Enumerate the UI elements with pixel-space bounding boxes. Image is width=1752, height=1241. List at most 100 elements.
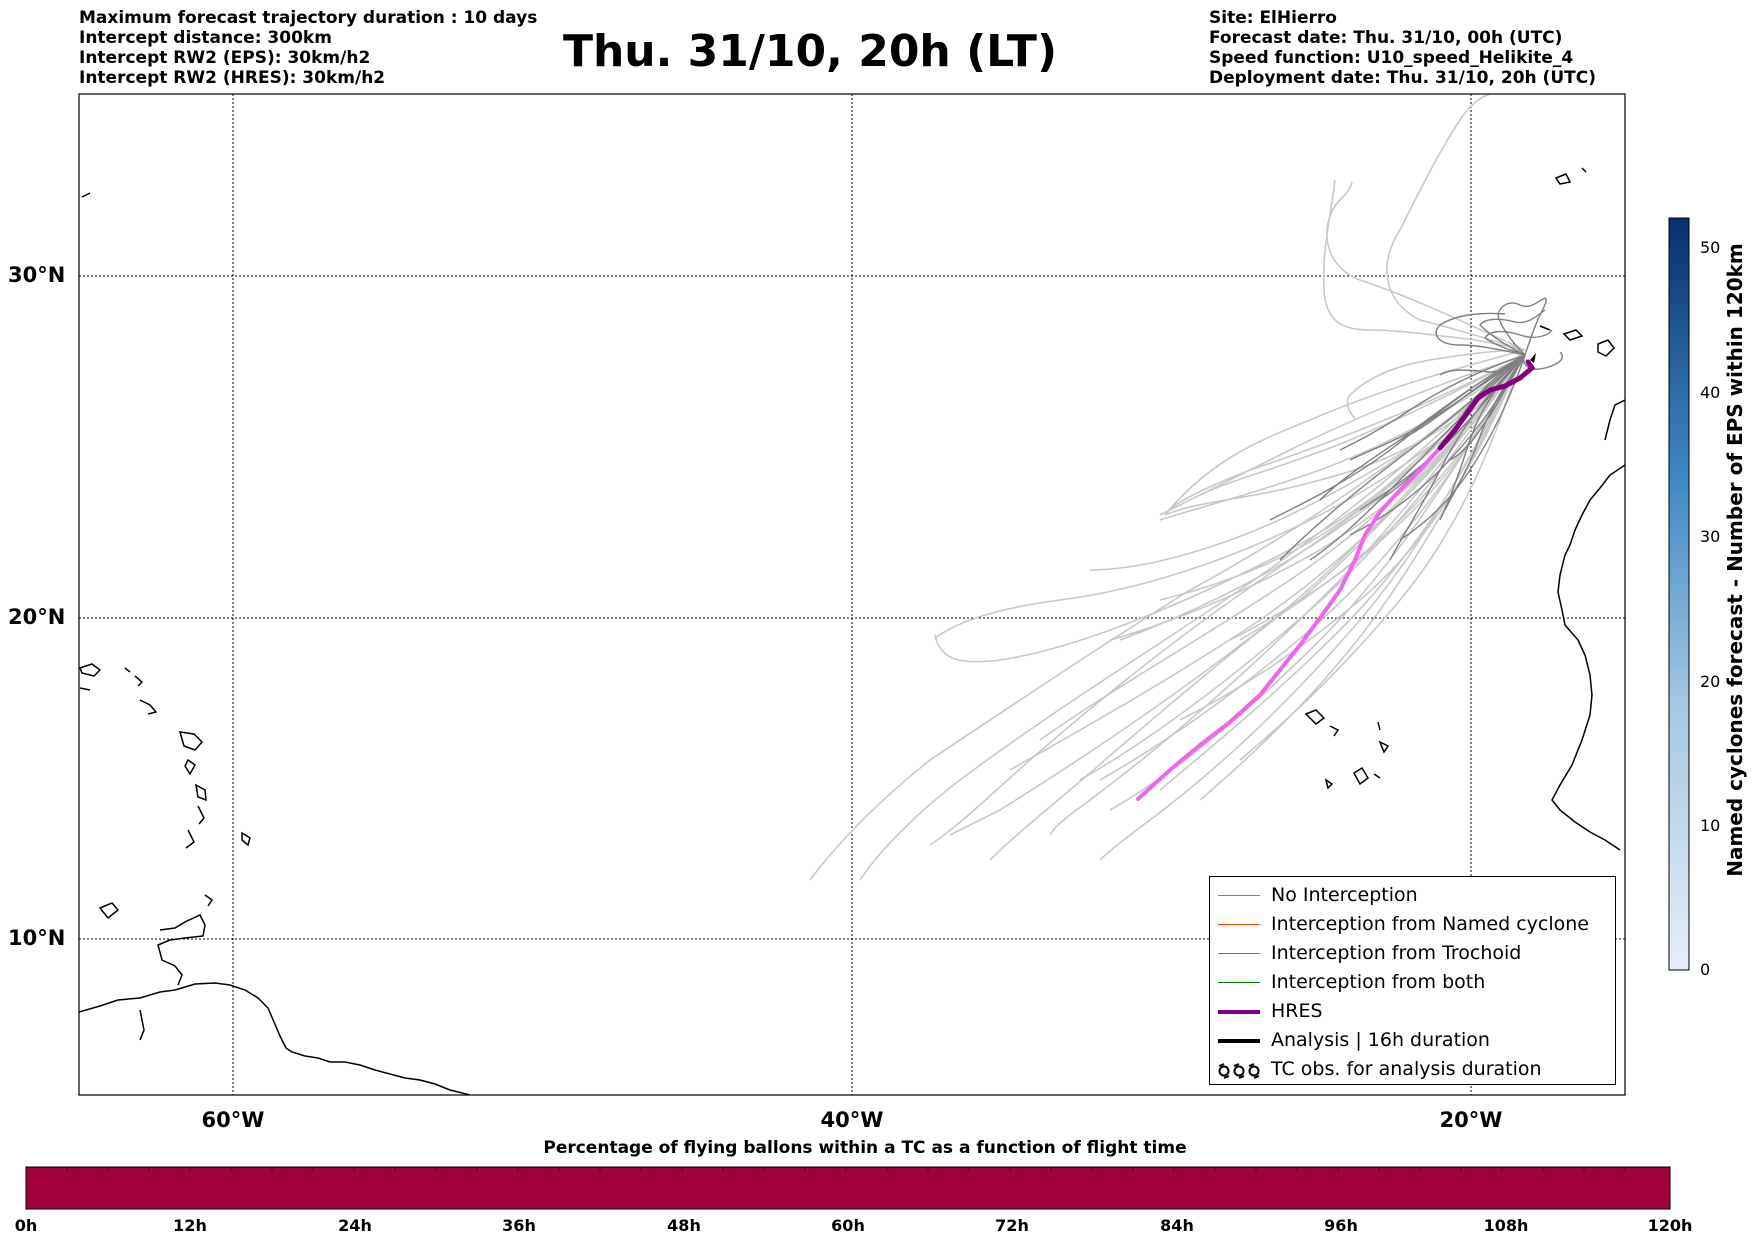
flight-time-bar <box>25 1166 1671 1210</box>
island-12 <box>98 902 120 920</box>
forecast-date-text: Forecast date: Thu. 31/10, 00h (UTC) <box>1209 28 1563 48</box>
island-10 <box>204 894 214 907</box>
colorbar-tick-10: 10 <box>1700 816 1721 835</box>
island-capeverde-6 <box>1324 778 1334 790</box>
colorbar-tick-50: 50 <box>1700 238 1721 257</box>
legend-label: No Interception <box>1271 884 1418 906</box>
legend-item-hres: HRES <box>1210 999 1615 1025</box>
island-canary-5 <box>1554 173 1572 185</box>
release-site-marker <box>1530 353 1536 363</box>
legend-label: Interception from Named cyclone <box>1271 913 1589 935</box>
lon-label-20w: 20°W <box>1439 1108 1503 1132</box>
island-14 <box>79 687 91 691</box>
legend-item-tc-obs: TC obs. for analysis duration <box>1210 1057 1615 1083</box>
legend-item-named-cyclone: Interception from Named cyclone <box>1210 912 1615 938</box>
site-text: Site: ElHierro <box>1209 8 1337 28</box>
legend-swatch-analysis <box>1218 1039 1260 1043</box>
header-right-info: Site: ElHierro Forecast date: Thu. 31/10… <box>1209 8 1596 88</box>
intercept-distance-text: Intercept distance: 300km <box>79 28 332 48</box>
flight-time-tick: 60h <box>831 1216 865 1235</box>
colorbar-title-text: Named cyclones forecast - Number of EPS … <box>1723 243 1747 877</box>
island-7 <box>195 783 207 802</box>
legend-item-analysis: Analysis | 16h duration <box>1210 1028 1615 1054</box>
flight-time-bar-title: Percentage of flying ballons within a TC… <box>543 1138 1187 1158</box>
legend-label: TC obs. for analysis duration <box>1271 1058 1542 1080</box>
island-capeverde-7 <box>1373 773 1381 779</box>
cyclone-colorbar-gradient <box>1668 217 1690 971</box>
intercept-hres-text: Intercept RW2 (HRES): 30km/h2 <box>79 68 386 88</box>
flight-time-tick: 120h <box>1647 1216 1693 1235</box>
flight-time-tick: 84h <box>1160 1216 1194 1235</box>
island-capeverde-1 <box>1304 709 1326 725</box>
legend-item-no-interception: No Interception <box>1210 883 1615 909</box>
island-1 <box>79 663 102 677</box>
cyclone-symbols-icon <box>1218 1063 1260 1079</box>
hres-trajectory-early <box>1437 359 1536 451</box>
flight-time-tick: 96h <box>1324 1216 1358 1235</box>
map-legend: No Interception Interception from Named … <box>1209 876 1616 1085</box>
island-9 <box>185 829 195 849</box>
island-5 <box>178 731 204 751</box>
flight-time-tick: 48h <box>667 1216 701 1235</box>
colorbar-tick-0: 0 <box>1700 960 1711 979</box>
lon-label-60w: 60°W <box>201 1108 265 1132</box>
legend-item-both: Interception from both <box>1210 970 1615 996</box>
flight-time-tick: 36h <box>502 1216 536 1235</box>
coastline-trinidad <box>157 914 206 986</box>
legend-swatch-hres <box>1218 1010 1260 1014</box>
hres-trajectory-late <box>1136 446 1442 801</box>
max-duration-text: Maximum forecast trajectory duration : 1… <box>79 8 538 28</box>
flight-time-tick: 108h <box>1483 1216 1529 1235</box>
island-canary-3 <box>1539 325 1551 331</box>
lat-label-10n: 10°N <box>8 926 66 950</box>
island-capeverde-3 <box>1377 721 1381 731</box>
legend-label: Interception from Trochoid <box>1271 942 1522 964</box>
flight-time-tick: 0h <box>14 1216 38 1235</box>
island-11 <box>241 831 251 847</box>
coastline-africa-north <box>1604 399 1625 441</box>
legend-label: HRES <box>1271 1000 1323 1022</box>
flight-time-tick: 12h <box>173 1216 207 1235</box>
cyclone-colorbar <box>1668 217 1690 971</box>
flight-time-tick: 72h <box>995 1216 1029 1235</box>
island-6 <box>184 758 196 776</box>
island-13 <box>81 192 91 198</box>
page-title: Thu. 31/10, 20h (LT) <box>562 26 1058 77</box>
legend-swatch-no-interception <box>1218 895 1260 896</box>
island-canary-6 <box>1581 167 1587 173</box>
deployment-date-text: Deployment date: Thu. 31/10, 20h (UTC) <box>1209 68 1596 88</box>
island-capeverde-4 <box>1378 740 1390 754</box>
island-3 <box>134 675 144 687</box>
colorbar-tick-30: 30 <box>1700 527 1721 546</box>
flight-time-bar-fill <box>25 1166 1671 1210</box>
map-frame <box>78 93 1626 1096</box>
coastline-south-america <box>79 982 471 1095</box>
island-8 <box>197 805 205 825</box>
legend-swatch-both <box>1218 982 1260 983</box>
island-4 <box>139 699 158 715</box>
legend-label: Interception from both <box>1271 971 1486 993</box>
legend-swatch-named-cyclone <box>1218 924 1260 925</box>
flight-time-bar-segments <box>66 1167 1626 1172</box>
eps-trajectories-no-interception <box>1269 297 1563 561</box>
flight-time-tick: 24h <box>338 1216 372 1235</box>
island-canary-1 <box>1562 329 1584 341</box>
lat-label-20n: 20°N <box>8 605 66 629</box>
colorbar-tick-40: 40 <box>1700 383 1721 402</box>
coastline-west-africa <box>1551 464 1625 851</box>
island-capeverde-5 <box>1353 766 1369 786</box>
legend-item-trochoid: Interception from Trochoid <box>1210 941 1615 967</box>
colorbar-title: Named cyclones forecast - Number of EPS … <box>1715 180 1752 940</box>
island-2 <box>124 667 131 673</box>
island-canary-2 <box>1597 339 1615 357</box>
legend-label: Analysis | 16h duration <box>1271 1029 1490 1051</box>
island-15 <box>139 1009 145 1041</box>
colorbar-tick-20: 20 <box>1700 672 1721 691</box>
gridlines <box>79 94 1625 1095</box>
coastlines <box>79 167 1625 1095</box>
island-capeverde-2 <box>1329 725 1340 737</box>
eps-trajectories-faint <box>809 94 1526 881</box>
lat-label-30n: 30°N <box>8 263 66 287</box>
legend-swatch-trochoid <box>1218 953 1260 954</box>
